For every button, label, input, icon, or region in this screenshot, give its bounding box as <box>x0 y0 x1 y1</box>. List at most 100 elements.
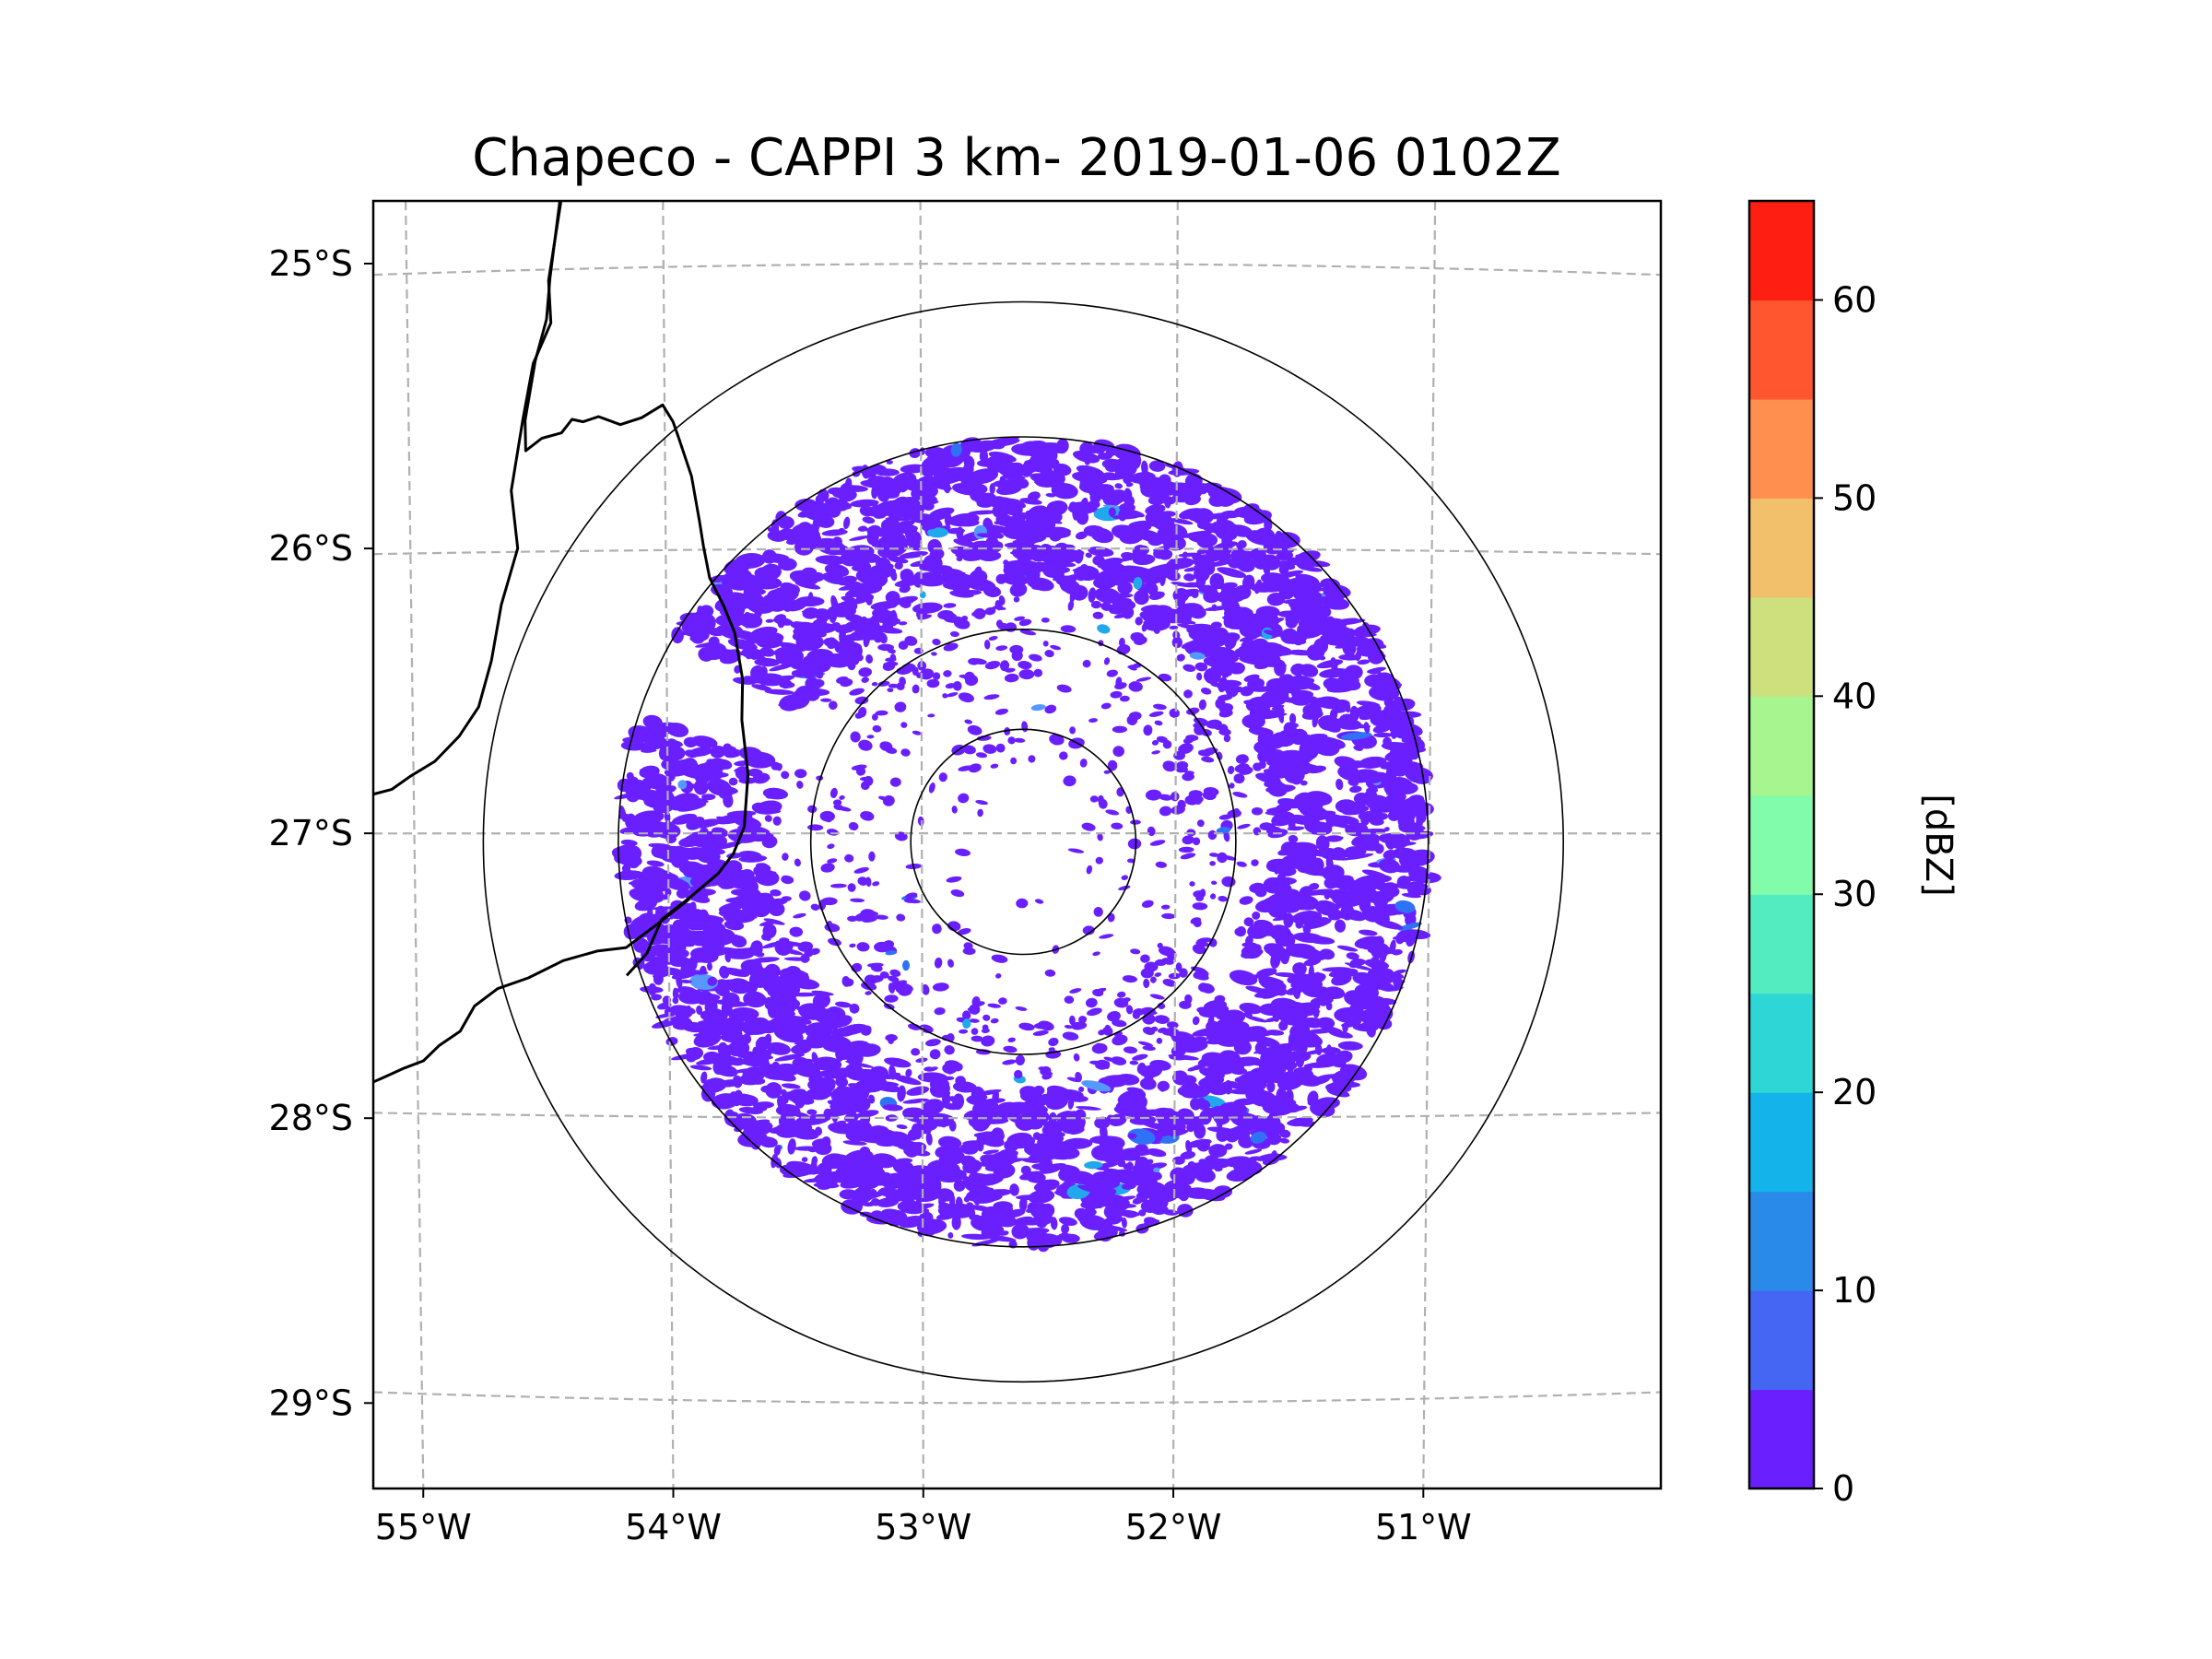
echo-cell <box>1135 617 1143 626</box>
echo-cell <box>646 944 675 957</box>
echo-cell <box>784 531 794 540</box>
echo-cell <box>1038 526 1068 538</box>
echo-cell <box>665 888 672 897</box>
echo-cell <box>778 699 807 707</box>
echo-cell <box>1032 1030 1049 1036</box>
meridian-gridline <box>1171 201 1179 1488</box>
echo-cell <box>855 1085 878 1093</box>
echo-cell <box>1245 985 1266 994</box>
echo-cell <box>1114 467 1123 477</box>
echo-cell <box>857 877 868 886</box>
echo-cell <box>1299 752 1307 762</box>
echo-cell <box>1216 827 1231 834</box>
echo-cell <box>1271 1049 1298 1065</box>
echo-cell <box>1302 918 1332 930</box>
echo-cell <box>700 1009 727 1023</box>
echo-cell <box>856 1151 867 1157</box>
echo-cell <box>1267 782 1288 797</box>
echo-cell <box>1203 589 1220 604</box>
echo-cell <box>1198 568 1205 582</box>
echo-cell <box>1203 787 1219 796</box>
echo-cell <box>1158 794 1172 801</box>
echo-cell <box>1135 1156 1150 1172</box>
echo-cell <box>1179 968 1188 978</box>
echo-cell <box>1133 577 1143 590</box>
echo-cell <box>1301 917 1329 924</box>
colorbar-tick-label: 10 <box>1832 1270 1877 1311</box>
echo-cell <box>813 1056 842 1072</box>
echo-cell <box>651 869 679 879</box>
echo-cell <box>665 1037 678 1046</box>
echo-cell <box>1151 750 1160 755</box>
echo-cell <box>851 1052 865 1057</box>
echo-cell <box>946 527 965 535</box>
echo-cell <box>991 438 1020 447</box>
range-ring <box>910 728 1137 956</box>
echo-cell <box>767 526 780 534</box>
echo-cell <box>1199 982 1215 994</box>
echo-cell <box>1290 853 1302 865</box>
echo-cell <box>1222 1051 1231 1067</box>
echo-cell <box>900 464 927 474</box>
echo-cell <box>1095 1059 1110 1070</box>
echo-cell <box>1068 1015 1076 1026</box>
echo-cell <box>1245 530 1275 546</box>
echo-cell <box>738 854 768 863</box>
echo-cell <box>848 821 859 831</box>
echo-cell <box>1324 835 1343 842</box>
echo-cell <box>1130 948 1141 955</box>
echo-cell <box>1249 716 1258 732</box>
echo-cell <box>854 912 871 922</box>
echo-cell <box>1002 1059 1017 1065</box>
echo-cell <box>1112 746 1124 758</box>
echo-cell <box>753 1101 774 1110</box>
echo-cell <box>1379 813 1389 820</box>
echo-cell <box>795 634 824 652</box>
echo-cell <box>821 572 846 585</box>
echo-cell <box>1026 1207 1034 1213</box>
echo-cell <box>816 670 824 679</box>
echo-cell <box>958 793 970 804</box>
echo-cell <box>899 677 906 686</box>
echo-cell <box>1214 994 1226 1004</box>
echo-cell <box>686 1047 704 1061</box>
echo-cell <box>1076 1106 1101 1111</box>
echo-cell <box>1182 551 1188 559</box>
echo-cell <box>1112 725 1127 734</box>
echo-cell <box>1127 1133 1137 1139</box>
echo-cell <box>946 876 962 883</box>
echo-cell <box>1264 943 1287 957</box>
echo-cell <box>1119 530 1143 545</box>
echo-cell <box>1095 987 1107 993</box>
parallel-gridline <box>373 547 1661 556</box>
echo-cell <box>877 680 890 687</box>
echo-cell <box>1108 507 1116 517</box>
echo-cell <box>1067 1174 1078 1180</box>
echo-cell <box>982 1149 1000 1155</box>
echo-cell <box>1265 877 1297 886</box>
echo-cell <box>865 1214 894 1225</box>
echo-cell <box>968 468 998 485</box>
echo-cell <box>1265 1017 1281 1023</box>
echo-cell <box>968 440 999 453</box>
echo-cell <box>618 813 629 820</box>
echo-cell <box>964 719 973 724</box>
echo-cell <box>1234 647 1263 661</box>
echo-cell <box>1344 962 1374 971</box>
meridian-gridline <box>919 201 924 1488</box>
echo-cell <box>621 864 631 873</box>
echo-cell <box>1233 773 1245 784</box>
echo-cell <box>643 960 668 975</box>
echo-cell <box>947 959 954 968</box>
echo-cell <box>902 1098 929 1104</box>
echo-cell <box>971 1028 979 1035</box>
echo-cell <box>984 606 996 616</box>
echo-cell <box>1153 548 1166 559</box>
echo-cell <box>1003 529 1027 540</box>
echo-cell <box>943 670 952 677</box>
echo-cell <box>925 1218 933 1230</box>
echo-cell <box>781 1088 789 1104</box>
echo-cell <box>1041 617 1050 623</box>
echo-cell <box>1266 759 1288 768</box>
echo-cell <box>1182 772 1194 782</box>
